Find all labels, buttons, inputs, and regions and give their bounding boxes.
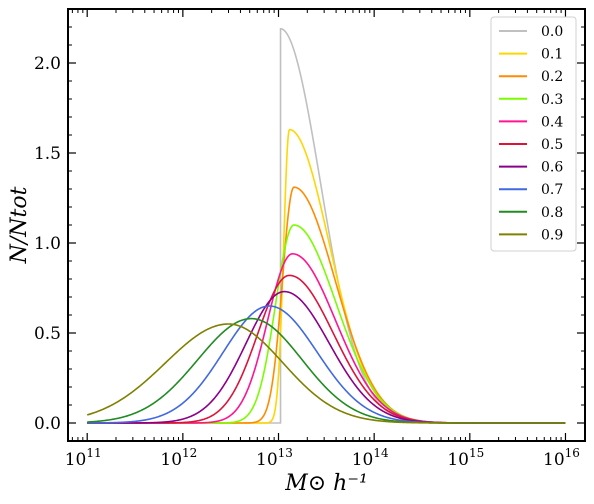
y-tick-label-2.0: 2.0 [34, 54, 61, 74]
series-group [86, 27, 566, 424]
y-tick-label-0.0: 0.0 [34, 414, 61, 434]
legend-label-0.5: 0.5 [541, 137, 563, 153]
axes-group: 1011 1012 1013 1014 1015 1016 0.0 0.5 1.0 1.5 2.0 M… [7, 8, 586, 496]
x-axis-label: M⊙ h⁻¹ [284, 471, 368, 496]
y-tick-label-1.5: 1.5 [34, 144, 61, 164]
x-tick-label-12: 1012 [160, 446, 197, 470]
legend-label-0.9: 0.9 [541, 227, 563, 243]
series-line-0.9 [86, 323, 566, 424]
x-tick-label-16: 1016 [543, 446, 580, 470]
legend-label-0.8: 0.8 [541, 205, 563, 221]
legend: 0.0 0.1 0.2 0.3 0.4 0.5 0.6 0.7 0.8 0.9 [490, 16, 577, 252]
legend-label-0.3: 0.3 [541, 92, 563, 108]
legend-label-0.4: 0.4 [541, 114, 563, 130]
y-axis-label: N/Ntot [7, 186, 32, 264]
x-tick-label-13: 1013 [256, 446, 293, 470]
legend-label-0.6: 0.6 [541, 160, 563, 176]
legend-label-0.0: 0.0 [541, 24, 563, 40]
x-tick-label-15: 1015 [447, 446, 484, 470]
y-tick-label-0.5: 0.5 [34, 324, 61, 344]
legend-label-0.2: 0.2 [541, 69, 563, 85]
x-tick-label-11: 1011 [65, 446, 102, 470]
x-tick-label-14: 1014 [352, 446, 389, 470]
legend-label-0.7: 0.7 [541, 182, 563, 198]
legend-label-0.1: 0.1 [541, 47, 563, 63]
y-tick-label-1.0: 1.0 [34, 234, 61, 254]
